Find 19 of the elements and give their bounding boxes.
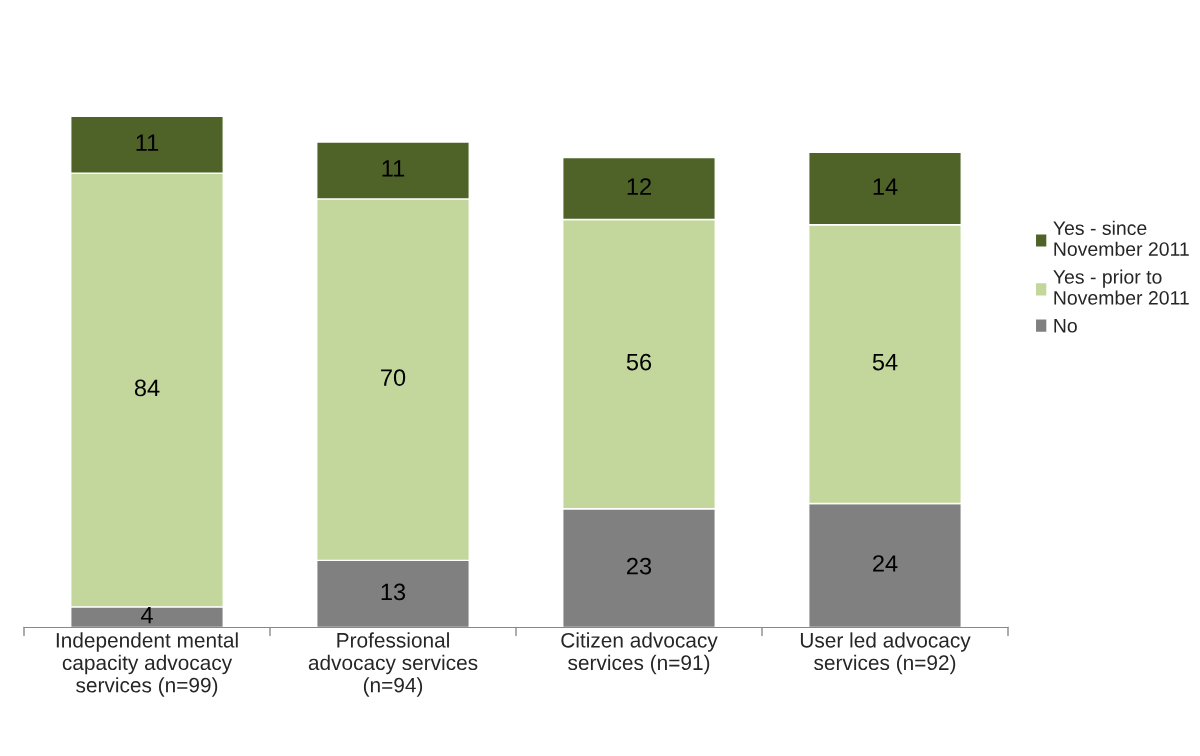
data-label: 11 xyxy=(382,160,405,177)
data-label: 13 xyxy=(381,583,406,601)
data-label: 14 xyxy=(873,178,898,195)
x-tick-label: User led advocacy services (n=92) xyxy=(800,632,971,675)
legend-label: Yes - prior to November 2011 xyxy=(1053,269,1189,305)
data-label: 12 xyxy=(627,178,651,195)
data-label: 70 xyxy=(381,369,406,386)
data-label: 11 xyxy=(136,134,159,151)
data-label: 56 xyxy=(626,353,652,371)
data-label: 4 xyxy=(140,607,153,624)
x-tick-label: Professional advocacy services (n=94) xyxy=(308,632,478,697)
x-tick-label: Independent mental capacity advocacy services (n=99) xyxy=(56,632,238,697)
data-label: 24 xyxy=(873,555,898,572)
data-label: 23 xyxy=(627,557,652,575)
data-label: 54 xyxy=(872,354,898,371)
data-label: 84 xyxy=(134,379,160,397)
legend-label: No xyxy=(1054,319,1077,333)
legend-label: Yes - since November 2011 xyxy=(1053,220,1189,256)
x-tick-label: Citizen advocacy services (n=91) xyxy=(561,632,718,675)
